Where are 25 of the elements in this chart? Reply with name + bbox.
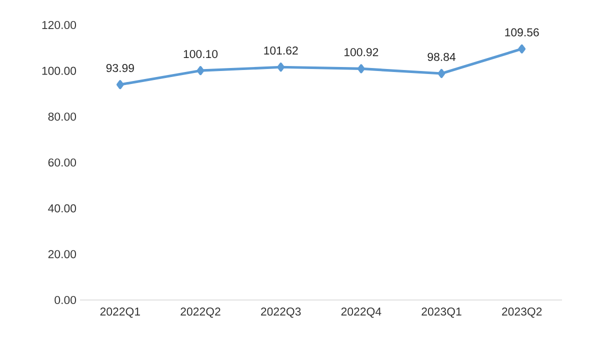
point xyxy=(116,80,124,90)
data-label: 101.62 xyxy=(264,46,298,55)
y-tick-label: 20.00 xyxy=(48,250,76,258)
x-tick-label: 2022Q4 xyxy=(341,308,382,318)
y-tick-label: 100.00 xyxy=(42,66,76,75)
point xyxy=(438,68,446,78)
y-tick-label: 60.00 xyxy=(48,158,76,167)
data-label: 100.10 xyxy=(184,50,218,58)
data-label: 93.99 xyxy=(106,64,134,72)
x-tick-label: 2023Q1 xyxy=(422,308,462,318)
point xyxy=(196,66,204,76)
y-tick-label: 80.00 xyxy=(48,112,76,121)
data-label: 98.84 xyxy=(428,52,456,61)
y-tick-label: 0.00 xyxy=(54,296,76,304)
x-tick-label: 2022Q1 xyxy=(100,308,140,318)
x-tick-label: 2023Q2 xyxy=(502,308,542,318)
x-tick-label: 2022Q3 xyxy=(261,308,301,318)
point xyxy=(357,64,365,74)
point xyxy=(277,62,285,72)
point xyxy=(518,44,526,54)
data-label: 109.56 xyxy=(505,28,539,36)
y-tick-label: 120.00 xyxy=(42,20,76,30)
data-label: 100.92 xyxy=(344,48,378,56)
x-tick-label: 2022Q2 xyxy=(180,308,220,318)
y-tick-label: 40.00 xyxy=(48,204,76,212)
